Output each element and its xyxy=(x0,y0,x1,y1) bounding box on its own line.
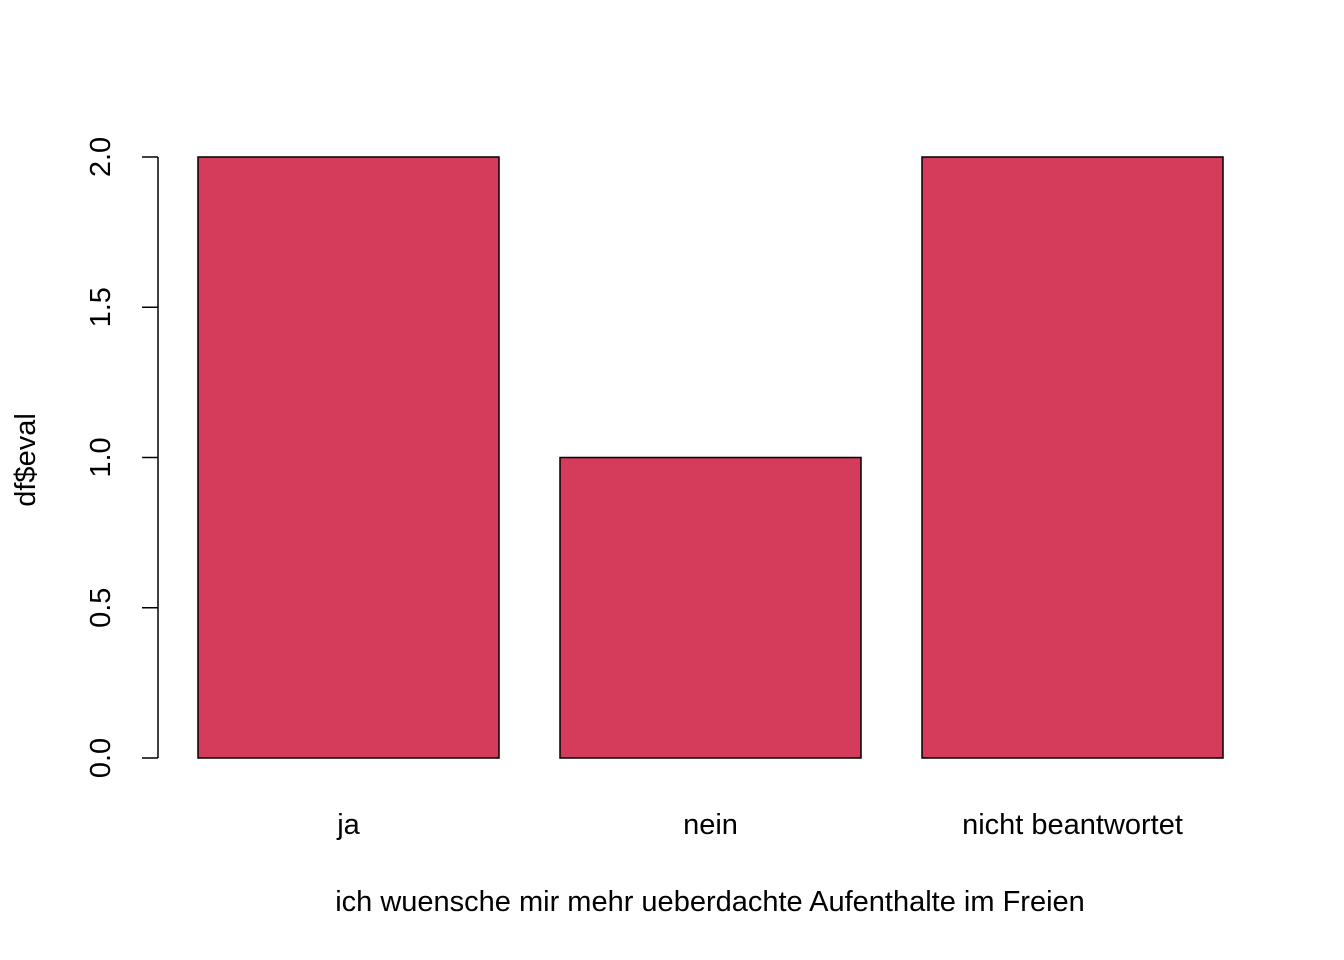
y-axis: 0.0 0.5 1.0 1.5 2.0 xyxy=(85,137,159,778)
y-tick-label-0: 0.0 xyxy=(85,738,117,778)
y-tick-label-3: 1.5 xyxy=(85,287,117,327)
category-label-2: nicht beantwortet xyxy=(962,809,1183,841)
bar-2 xyxy=(921,156,1224,759)
bar-1 xyxy=(559,456,862,759)
y-ticks: 0.0 0.5 1.0 1.5 2.0 xyxy=(85,137,158,778)
x-axis-title: ich wuensche mir mehr ueberdachte Aufent… xyxy=(335,886,1085,918)
category-labels: ja nein nicht beantwortet xyxy=(336,809,1183,841)
y-tick-label-2: 1.0 xyxy=(85,437,117,477)
y-tick-label-4: 2.0 xyxy=(85,137,117,177)
category-label-0: ja xyxy=(336,809,360,841)
y-tick-label-1: 0.5 xyxy=(85,588,117,628)
category-label-1: nein xyxy=(683,809,738,841)
bars-group xyxy=(197,156,1224,759)
y-axis-title: df$eval xyxy=(10,413,42,507)
bar-0 xyxy=(197,156,500,759)
